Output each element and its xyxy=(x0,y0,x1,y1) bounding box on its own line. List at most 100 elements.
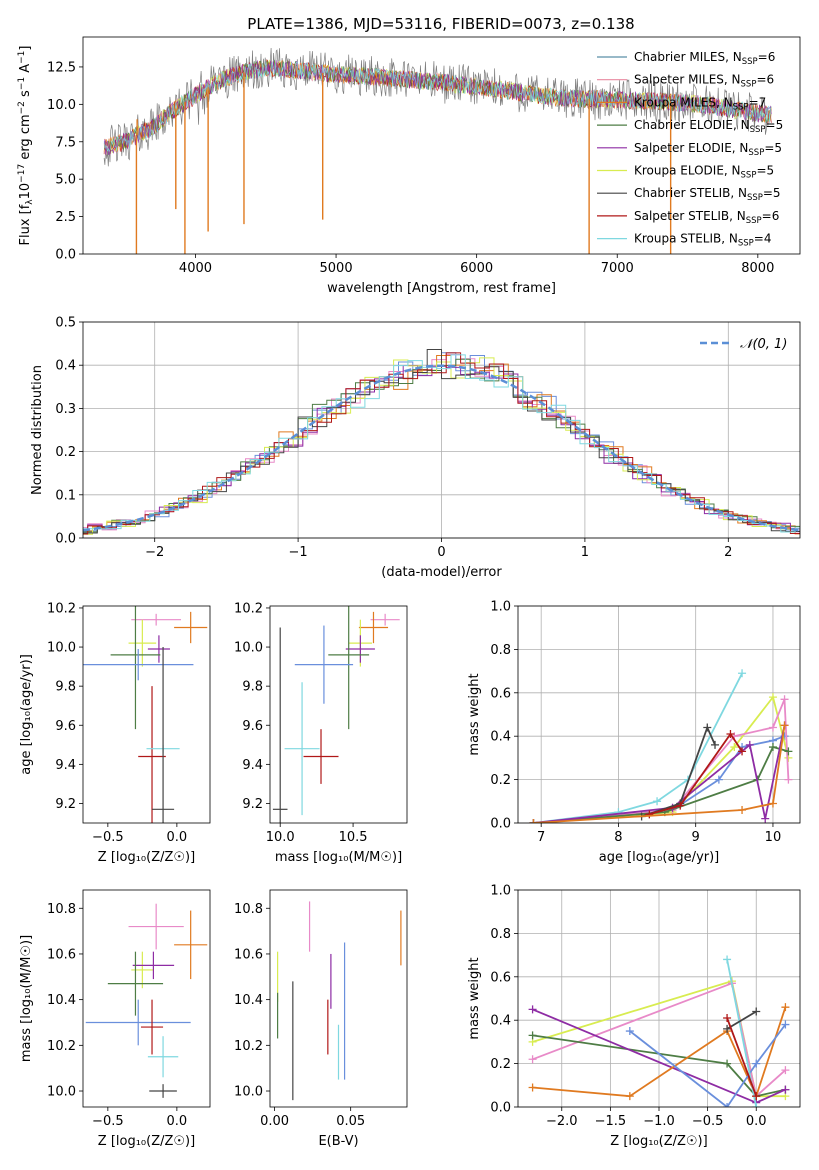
weight-marker xyxy=(738,805,747,814)
weight-marker xyxy=(730,743,739,752)
y-tick-label: 9.6 xyxy=(242,719,263,734)
y-tick-label: 9.2 xyxy=(55,797,76,812)
legend-label-sub: SSP xyxy=(738,239,754,249)
legend-label-main: Kroupa STELIB, N xyxy=(634,232,738,246)
weight-marker xyxy=(745,740,754,749)
mass_vs_ebv-panel: 0.00 0.05 10.0 10.2 10.4 10.6 10.8 E(B-V) xyxy=(234,889,408,1149)
y-tick-label: 0.0 xyxy=(490,1101,511,1116)
mass_weight_vs_Z-panel: −2.0 −1.5 −1.0 −0.5 0.0 0.0 0.2 0.4 0.6 0.8 1.0 Z [… xyxy=(467,884,801,1149)
x-tick-label: 5000 xyxy=(320,261,353,276)
legend-label-sub: SSP xyxy=(746,216,762,226)
weight-series-line xyxy=(641,725,716,818)
y-tick-label: 10.0 xyxy=(234,641,263,656)
weight-marker xyxy=(703,723,712,732)
residuals-panel: −2 −1 0 1 2 0.0 0.1 0.2 0.3 0.4 0.5 (data-model)/er… xyxy=(30,316,801,580)
legend-label: 𝒩(0, 1) xyxy=(740,337,787,352)
y-tick-label: 1.0 xyxy=(490,600,511,615)
weight-series-line xyxy=(532,982,786,1098)
y-tick-label: 0.0 xyxy=(55,248,76,263)
legend-label-tail: =5 xyxy=(756,164,774,178)
x-tick-label: −1 xyxy=(289,545,308,560)
spectrum-line-kroupa-stelib xyxy=(103,60,772,153)
weight-series-line xyxy=(649,732,743,816)
y-tick-label: 10.4 xyxy=(47,993,76,1008)
weight-marker xyxy=(714,775,723,784)
legend-label: Salpeter STELIB, NSSP=6 xyxy=(634,209,779,226)
weight-marker xyxy=(528,1005,537,1014)
x-tick-label: 7000 xyxy=(601,261,634,276)
axes-frame xyxy=(517,889,801,1108)
weight-series-line xyxy=(533,672,743,823)
x-tick-label: −0.5 xyxy=(692,1114,724,1129)
y-axis-label-part: 10 xyxy=(18,183,33,200)
x-tick-label: 2 xyxy=(724,545,732,560)
legend-label-main: Chabrier STELIB, N xyxy=(634,186,747,200)
y-tick-label: 10.2 xyxy=(47,1039,76,1054)
histogram-series-8 xyxy=(83,354,800,533)
legend-label-main: Kroupa ELODIE, N xyxy=(634,164,741,178)
y-tick-label: 0.5 xyxy=(55,316,76,331)
y-tick-label: 0.6 xyxy=(490,970,511,985)
legend-label-main: Chabrier ELODIE, N xyxy=(634,118,750,132)
weight-lines xyxy=(528,955,790,1107)
errorbars xyxy=(83,606,208,823)
y-tick-label: 0.0 xyxy=(490,817,511,832)
x-tick-label: 0.0 xyxy=(167,830,188,845)
weight-marker xyxy=(723,1024,732,1033)
y-axis-label: mass weight xyxy=(467,957,482,1039)
figure-title: PLATE=1386, MJD=53116, FIBERID=0073, z=0… xyxy=(247,15,634,33)
histogram-lines xyxy=(83,349,800,535)
y-tick-label: 9.8 xyxy=(55,680,76,695)
y-tick-label: 10.6 xyxy=(47,947,76,962)
weight-series-line xyxy=(726,1010,757,1030)
y-axis-label-part: Flux [ xyxy=(18,209,33,245)
weight-marker xyxy=(780,695,789,704)
axes-frame xyxy=(82,321,801,539)
mass_vs_Z-panel: −0.5 0.0 10.0 10.2 10.4 10.6 10.8 Z [log₁₀(Z/Z☉… xyxy=(19,889,211,1149)
x-axis-label: wavelength [Angstrom, rest frame] xyxy=(327,281,556,296)
weight-marker xyxy=(528,1055,537,1064)
x-tick-label: 0.0 xyxy=(746,1114,767,1129)
errorbars xyxy=(85,903,208,1098)
legend-label-tail: =6 xyxy=(762,209,780,223)
y-tick-label: 10.0 xyxy=(234,1085,263,1100)
legend-label-tail: =5 xyxy=(766,118,784,132)
weight-marker xyxy=(752,1103,761,1107)
y-tick-label: 10.8 xyxy=(47,902,76,917)
x-tick-label: −0.5 xyxy=(92,1114,124,1129)
x-tick-label: 0 xyxy=(437,545,445,560)
weight-marker xyxy=(723,1103,732,1107)
x-tick-label: −2 xyxy=(145,545,164,560)
y-tick-label: 5.0 xyxy=(55,173,76,188)
normal-curve xyxy=(83,364,800,532)
weight-marker xyxy=(781,1066,790,1075)
legend-label-tail: =5 xyxy=(763,186,781,200)
weight-marker xyxy=(723,1014,732,1023)
weight-marker xyxy=(752,1007,761,1016)
weight-marker xyxy=(711,740,720,749)
weight-series-line xyxy=(533,725,786,823)
weight-marker xyxy=(768,743,777,752)
axes-frame xyxy=(517,605,801,824)
weight-marker xyxy=(625,1092,634,1101)
y-axis-label: Flux [fλ10−17 erg cm−2 s−1 A−1] xyxy=(17,46,35,246)
y-tick-label: 0.2 xyxy=(490,1057,511,1072)
weight-lines xyxy=(529,669,793,823)
x-tick-label: 0.00 xyxy=(260,1114,289,1129)
weight-marker xyxy=(738,669,747,678)
y-tick-label: 2.5 xyxy=(55,210,76,225)
axes-frame xyxy=(82,36,801,255)
weight-marker xyxy=(752,1092,761,1101)
y-axis-label-part: f xyxy=(18,204,33,209)
legend-label: Salpeter ELODIE, NSSP=5 xyxy=(634,141,782,158)
x-tick-label: 7 xyxy=(537,830,545,845)
weight-marker xyxy=(676,801,685,810)
x-axis-label: Z [log₁₀(Z/Z☉)] xyxy=(98,1134,195,1149)
legend-label-main: Kroupa MILES, N xyxy=(634,95,733,109)
legend-label-main: Salpeter STELIB, N xyxy=(634,209,746,223)
weight-marker xyxy=(738,747,747,756)
y-tick-label: 10.0 xyxy=(47,98,76,113)
y-tick-label: 10.2 xyxy=(234,1039,263,1054)
y-axis-label: mass weight xyxy=(467,673,482,755)
